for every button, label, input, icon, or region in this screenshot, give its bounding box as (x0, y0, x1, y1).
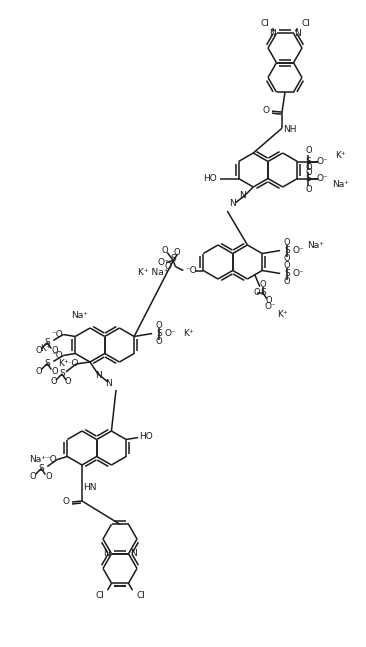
Text: O⁻: O⁻ (292, 246, 304, 255)
Text: O: O (305, 146, 312, 155)
Text: ⁻O: ⁻O (51, 351, 63, 360)
Text: O: O (262, 105, 269, 115)
Text: Na⁺: Na⁺ (29, 455, 46, 464)
Text: Cl: Cl (136, 591, 145, 600)
Text: O: O (156, 321, 163, 330)
Text: K⁺ Na⁺: K⁺ Na⁺ (138, 268, 168, 277)
Text: O⁻: O⁻ (317, 174, 328, 183)
Text: O⁻: O⁻ (317, 157, 328, 166)
Text: N: N (130, 549, 137, 558)
Text: O: O (305, 163, 312, 172)
Text: O⁻: O⁻ (164, 329, 176, 338)
Text: Cl: Cl (95, 591, 104, 600)
Text: O: O (305, 185, 312, 194)
Text: ⁻O: ⁻O (186, 266, 197, 275)
Text: Na⁺: Na⁺ (307, 241, 324, 250)
Text: HN: HN (83, 483, 97, 492)
Text: O⁻: O⁻ (265, 302, 277, 311)
Text: S: S (38, 464, 44, 473)
Text: K⁺: K⁺ (40, 344, 51, 353)
Text: S: S (260, 289, 266, 297)
Text: O: O (284, 277, 291, 286)
Text: K⁺: K⁺ (183, 329, 194, 338)
Text: O: O (284, 238, 291, 247)
Text: O: O (284, 254, 291, 263)
Text: O: O (265, 296, 272, 305)
Text: ⁻O: ⁻O (51, 330, 63, 339)
Text: O⁻: O⁻ (157, 258, 169, 267)
Text: S: S (44, 338, 50, 347)
Text: S: S (284, 269, 290, 278)
Text: Cl: Cl (260, 19, 269, 28)
Text: S: S (59, 369, 65, 378)
Text: O: O (51, 377, 57, 386)
Text: O: O (30, 472, 37, 481)
Text: O: O (284, 261, 291, 270)
Text: S: S (306, 174, 311, 183)
Text: NH: NH (283, 125, 297, 134)
Text: O: O (52, 367, 59, 376)
Text: K⁺: K⁺ (335, 151, 346, 160)
Text: O: O (65, 377, 71, 386)
Text: O: O (46, 472, 53, 481)
Text: O: O (52, 346, 59, 355)
Text: O: O (305, 168, 312, 177)
Text: S: S (171, 254, 176, 263)
Text: N: N (229, 199, 236, 208)
Text: N: N (269, 28, 276, 38)
Text: S: S (306, 157, 311, 166)
Text: N: N (105, 380, 111, 388)
Text: Cl: Cl (301, 19, 310, 28)
Text: O: O (36, 367, 42, 376)
Text: O: O (165, 262, 172, 271)
Text: N: N (103, 549, 110, 558)
Text: K⁺·O: K⁺·O (58, 360, 78, 369)
Text: O: O (254, 289, 260, 297)
Text: N: N (95, 371, 101, 380)
Text: N: N (294, 28, 301, 38)
Text: S: S (156, 329, 162, 338)
Text: O: O (156, 337, 163, 346)
Text: Na⁺: Na⁺ (71, 311, 89, 320)
Text: S: S (44, 359, 50, 368)
Text: N: N (239, 190, 246, 199)
Text: O: O (174, 248, 180, 257)
Text: Na⁺: Na⁺ (332, 180, 349, 189)
Text: O: O (63, 496, 70, 505)
Text: O: O (162, 246, 169, 255)
Text: ⁻O: ⁻O (45, 455, 57, 464)
Text: HO: HO (139, 432, 153, 441)
Text: O: O (36, 346, 42, 355)
Text: S: S (284, 246, 290, 255)
Text: K⁺: K⁺ (277, 311, 288, 319)
Text: O: O (259, 280, 266, 289)
Text: O⁻: O⁻ (292, 269, 304, 278)
Text: HO: HO (203, 174, 216, 183)
